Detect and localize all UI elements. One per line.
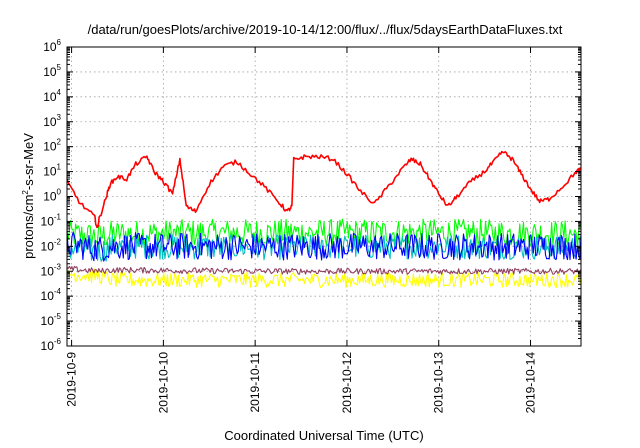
x-tick-label: 2019-10-14 bbox=[524, 352, 538, 414]
y-axis-label: protons/cm2-s-sr-MeV bbox=[21, 133, 36, 259]
chart-title: /data/run/goesPlots/archive/2019-10-14/1… bbox=[88, 22, 563, 37]
grid bbox=[67, 47, 581, 346]
x-tick-labels: 2019-10-9 2019-10-10 2019-10-11 2019-10-12 2… bbox=[65, 352, 538, 414]
y-tick-label: 105 bbox=[43, 63, 61, 79]
y-tick-label: 10-3 bbox=[41, 262, 62, 278]
y-tick-label: 106 bbox=[43, 38, 61, 54]
series-layer bbox=[66, 150, 582, 288]
y-tick-label: 101 bbox=[43, 163, 61, 179]
y-tick-label: 10-6 bbox=[41, 337, 62, 353]
y-tick-label: 10-5 bbox=[41, 312, 62, 328]
x-tick-label: 2019-10-13 bbox=[432, 352, 446, 414]
x-tick-label: 2019-10-12 bbox=[340, 352, 354, 414]
series-line bbox=[66, 218, 582, 248]
y-tick-label: 103 bbox=[43, 113, 61, 129]
series-line bbox=[66, 268, 582, 288]
y-tick-label: 102 bbox=[43, 138, 61, 154]
y-tick-label: 104 bbox=[43, 88, 61, 104]
x-tick-label: 2019-10-9 bbox=[65, 352, 79, 407]
x-axis-label: Coordinated Universal Time (UTC) bbox=[224, 428, 423, 443]
y-tick-label: 10-1 bbox=[41, 212, 62, 228]
series-line bbox=[66, 231, 582, 262]
x-tick-label: 2019-10-11 bbox=[248, 352, 262, 413]
axis-ticks bbox=[67, 46, 581, 347]
series-line bbox=[66, 265, 582, 275]
x-tick-label: 2019-10-10 bbox=[156, 352, 170, 414]
y-tick-label: 10-4 bbox=[41, 287, 62, 303]
y-tick-labels: 10-6 10-5 10-4 10-3 10-2 10-1 100 101 102 103 104 1… bbox=[41, 38, 62, 353]
series-line bbox=[66, 150, 582, 229]
y-tick-label: 100 bbox=[43, 188, 61, 204]
y-tick-label: 10-2 bbox=[41, 237, 62, 253]
